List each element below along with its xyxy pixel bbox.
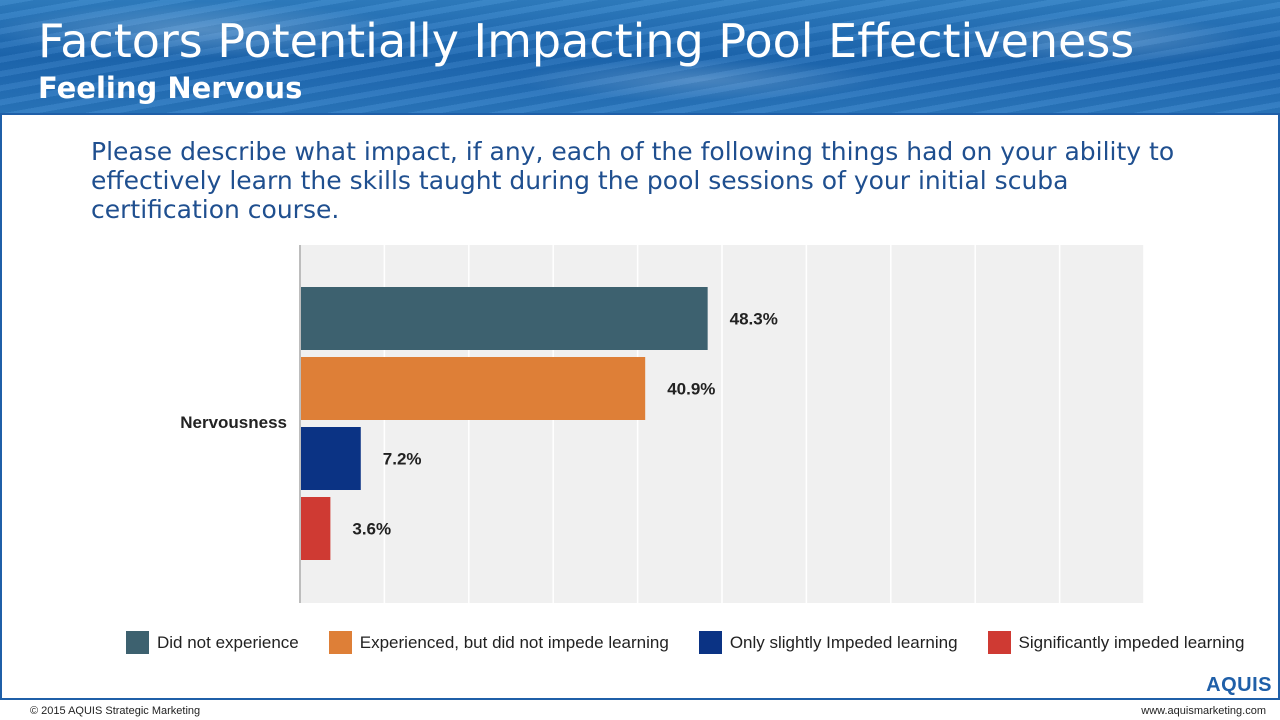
legend-item-experienced: Experienced, but did not impede learning — [328, 631, 669, 654]
data-label: 40.9% — [667, 380, 715, 399]
data-label: 48.3% — [730, 310, 778, 329]
legend-item-did-not-experience: Did not experience — [126, 631, 299, 654]
bar-experienced-but-did-not-impede-learning — [301, 357, 646, 420]
legend-label: Only slightly Impeded learning — [729, 632, 958, 652]
legend-item-slightly-impeded: Only slightly Impeded learning — [698, 631, 958, 654]
chart-legend: Did not experience Experienced, but did … — [126, 631, 1244, 654]
data-labels: 48.3% 40.9% 7.2% 3.6% — [352, 310, 777, 539]
bar-did-not-experience — [301, 287, 708, 350]
data-label: 3.6% — [352, 520, 391, 539]
aquis-logo: AQUIS — [1206, 674, 1272, 696]
slide-subtitle: Feeling Nervous — [38, 71, 303, 105]
data-label: 7.2% — [383, 450, 422, 469]
legend-swatch — [328, 631, 352, 654]
bars — [301, 287, 708, 560]
legend-label: Experienced, but did not impede learning — [359, 632, 669, 652]
legend-swatch — [698, 631, 722, 654]
copyright-text: © 2015 AQUIS Strategic Marketing — [30, 705, 201, 717]
survey-question: Please describe what impact, if any, eac… — [91, 137, 1175, 224]
bar-only-slightly-impeded-learning — [301, 427, 361, 490]
bar-significantly-impeded-learning — [301, 497, 331, 560]
legend-label: Significantly impeded learning — [1018, 632, 1245, 652]
legend-swatch — [126, 631, 149, 654]
website-link[interactable]: www.aquismarketing.com — [1141, 705, 1266, 717]
slide-title: Factors Potentially Impacting Pool Effec… — [38, 14, 1135, 68]
legend-item-significantly-impeded: Significantly impeded learning — [987, 631, 1245, 654]
legend-swatch — [987, 631, 1011, 654]
category-label-nervousness: Nervousness — [180, 413, 287, 432]
legend-label: Did not experience — [157, 632, 299, 652]
slide-frame — [0, 0, 1280, 700]
header-banner: Factors Potentially Impacting Pool Effec… — [0, 0, 1280, 115]
